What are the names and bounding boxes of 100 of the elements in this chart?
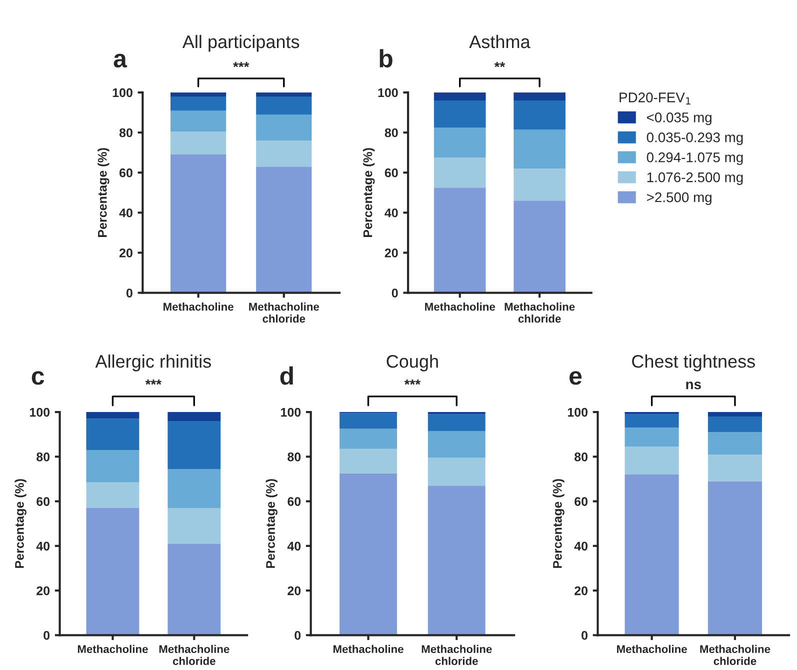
x-tick-label: Methacholine [164,302,234,311]
bar [434,92,486,100]
chart-title: Asthma [469,34,530,48]
y-tick-label: 100 [568,408,588,417]
text: *** [145,380,162,385]
bar [708,481,762,636]
chart-title: All participants [182,34,300,52]
text: *** [233,62,250,68]
bar [256,96,312,114]
chart-title: Chest tightness [632,354,755,372]
x-tick-label: Methacholine [78,644,148,654]
x-tick-label: Methacholine [334,644,404,654]
bar [340,448,397,474]
bar [624,474,679,636]
bar [256,140,312,167]
x-tick-label: Methacholine [617,644,687,654]
text: d [280,366,293,385]
legend-label: 0.294-1.075 mg [646,152,743,166]
bar [170,92,226,96]
y-tick-label: 0 [294,630,301,640]
bar [434,158,486,188]
y-tick-label: 40 [574,542,588,551]
bar [340,428,397,449]
y-tick-label: 40 [384,208,398,218]
bar [514,200,566,293]
bar [514,92,566,100]
y-tick-label: 80 [574,452,588,462]
legend-title: PD20-FEV$_{1}$ [620,92,690,104]
legend-label: >2.500 mg [647,192,712,205]
text: ** [494,62,506,68]
bar [168,544,221,636]
bar [168,468,221,508]
y-axis-title: Percentage (%) [363,148,375,237]
bar [624,428,679,447]
y-tick-label: 80 [384,128,398,138]
y-axis-title: Percentage (%) [98,148,110,237]
y-tick-label: 40 [287,542,301,551]
legend-label: 0.035-0.293 mg [646,132,743,146]
bar [708,416,762,432]
y-tick-label: 100 [30,408,50,417]
bar [514,168,566,201]
bar [340,413,397,429]
bar [434,128,486,158]
bar [708,432,762,454]
bar [256,114,312,141]
bar [428,431,486,458]
bar [624,446,679,475]
y-tick-label: 60 [384,168,398,178]
text: ns [686,382,701,390]
text: c [32,371,44,385]
y-tick-label: 80 [36,452,50,462]
y-tick-label: 100 [281,408,301,417]
y-tick-label: 80 [288,452,301,462]
x-tick-label: Methacholine chloride [159,644,230,666]
y-tick-label: 0 [392,288,398,298]
bar [86,418,140,450]
y-tick-label: 20 [119,248,132,258]
chart-title: Cough [386,354,438,372]
y-tick-label: 60 [119,168,132,178]
bar [428,414,486,432]
y-tick-label: 0 [126,288,132,298]
bar [514,130,566,169]
bar [428,486,486,636]
y-tick-label: 60 [288,497,301,506]
y-axis-title: Percentage (%) [266,479,278,568]
text: e [570,371,582,385]
bar [86,482,140,508]
y-axis-title: Percentage (%) [14,479,26,568]
bar [434,188,486,293]
bar [170,110,226,132]
y-tick-label: 0 [44,630,50,640]
bar [170,154,226,293]
bar [86,412,140,419]
text: b [380,49,392,68]
text: *** [404,380,421,385]
y-tick-label: 100 [112,88,132,98]
bar [514,100,566,130]
legend-label: <0.035 mg [647,112,712,126]
bar [168,508,221,544]
bar [624,414,679,428]
y-tick-label: 20 [288,586,301,596]
bar [256,92,312,96]
y-tick-label: 40 [36,542,50,551]
bar [256,166,312,293]
y-tick-label: 20 [384,248,398,258]
bar [170,96,226,110]
legend-label: 1.076-2.500 mg [647,172,743,185]
bar [170,132,226,155]
x-tick-label: Methacholine chloride [700,644,770,666]
bar [428,458,486,486]
y-tick-label: 40 [119,208,132,218]
y-axis-title: Percentage (%) [552,479,564,568]
y-tick-label: 100 [378,88,398,98]
x-tick-label: Methacholine chloride [504,302,575,323]
y-tick-label: 80 [119,128,132,138]
chart-title: Allergic rhinitis [95,354,211,372]
y-tick-label: 0 [582,630,588,640]
bar [168,412,221,421]
x-tick-label: Methacholine chloride [422,644,492,666]
x-tick-label: Methacholine chloride [249,302,320,323]
